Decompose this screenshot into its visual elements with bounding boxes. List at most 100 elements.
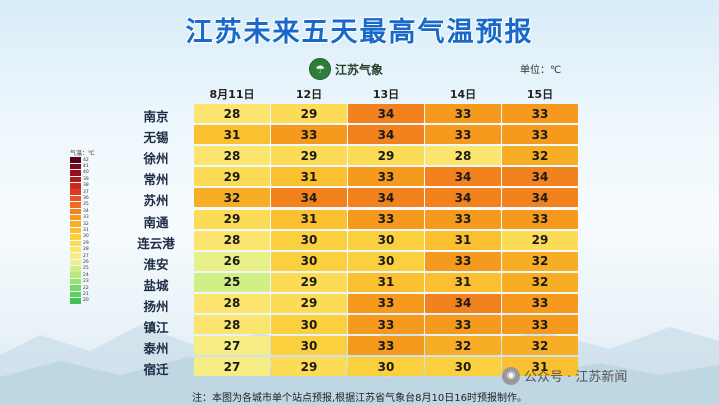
legend-item: 42 bbox=[70, 157, 100, 163]
logo: ☂ 江苏气象 bbox=[309, 58, 383, 80]
legend-label: 27 bbox=[83, 253, 89, 259]
temp-cell: 32 bbox=[425, 336, 501, 356]
legend-item: 38 bbox=[70, 183, 100, 189]
temp-cell: 34 bbox=[348, 104, 424, 123]
legend-label: 38 bbox=[83, 183, 89, 189]
legend-item: 28 bbox=[70, 246, 100, 253]
color-legend: 气温：℃ 42 41 40 39 38 37 36 35 34 33 32 31 30 29 28 27 26 2… bbox=[70, 148, 100, 304]
legend-item: 26 bbox=[70, 259, 100, 266]
temp-cell: 29 bbox=[271, 104, 347, 123]
temp-cell: 28 bbox=[194, 315, 270, 334]
temp-cell: 31 bbox=[194, 125, 270, 145]
legend-item: 22 bbox=[70, 285, 100, 291]
legend-item: 35 bbox=[70, 202, 100, 208]
legend-item: 20 bbox=[70, 298, 100, 304]
temp-cell: 34 bbox=[271, 188, 347, 208]
legend-item: 39 bbox=[70, 176, 100, 183]
temp-cell: 34 bbox=[348, 188, 424, 208]
temp-cell: 33 bbox=[502, 293, 578, 313]
temp-cell: 33 bbox=[502, 125, 578, 145]
city-label: 常州 bbox=[143, 172, 169, 188]
wechat-icon: ◉ bbox=[502, 366, 520, 385]
temp-cell: 33 bbox=[502, 315, 578, 334]
temp-cell: 33 bbox=[348, 293, 424, 313]
legend-label: 31 bbox=[83, 227, 89, 233]
legend-swatch bbox=[70, 234, 81, 240]
legend-swatch bbox=[70, 259, 81, 266]
temp-cell: 30 bbox=[348, 251, 424, 271]
logo-text: 江苏气象 bbox=[335, 62, 384, 77]
temp-cell: 29 bbox=[194, 167, 270, 187]
temp-cell: 33 bbox=[271, 125, 347, 145]
date-header: 15日 bbox=[526, 88, 554, 101]
legend-label: 26 bbox=[83, 259, 89, 265]
temp-cell: 31 bbox=[271, 209, 347, 229]
legend-swatch bbox=[70, 195, 81, 202]
legend-swatch bbox=[70, 253, 81, 259]
legend-item: 25 bbox=[70, 266, 100, 272]
temp-cell: 31 bbox=[502, 357, 578, 377]
temp-cell: 33 bbox=[348, 209, 424, 229]
legend-item: 23 bbox=[70, 278, 100, 285]
temp-cell: 29 bbox=[271, 146, 347, 166]
temp-cell: 33 bbox=[502, 209, 578, 229]
temp-cell: 34 bbox=[502, 188, 578, 208]
legend-swatch bbox=[70, 278, 81, 285]
city-label: 无锡 bbox=[143, 130, 169, 146]
temp-cell: 29 bbox=[271, 357, 347, 377]
legend-item: 41 bbox=[70, 163, 100, 170]
legend-label: 42 bbox=[83, 157, 89, 163]
legend-label: 37 bbox=[83, 189, 89, 195]
temp-cell: 28 bbox=[194, 104, 270, 123]
legend-title: 气温：℃ bbox=[70, 150, 95, 157]
legend-swatch bbox=[70, 298, 81, 304]
unit-label: 单位：℃ bbox=[520, 65, 562, 76]
temp-cell: 32 bbox=[502, 272, 578, 292]
temp-cell: 28 bbox=[194, 146, 270, 166]
temp-cell: 30 bbox=[271, 251, 347, 271]
city-label: 盐城 bbox=[143, 277, 169, 293]
temp-cell: 33 bbox=[425, 104, 501, 123]
temp-cell: 33 bbox=[348, 315, 424, 334]
temp-cell: 29 bbox=[271, 272, 347, 292]
legend-swatch bbox=[70, 183, 81, 189]
city-label: 徐州 bbox=[143, 151, 169, 167]
legend-item: 29 bbox=[70, 240, 100, 247]
legend-label: 23 bbox=[83, 279, 89, 285]
legend-label: 39 bbox=[83, 176, 89, 182]
legend-swatch bbox=[70, 202, 81, 208]
temp-cell: 30 bbox=[271, 336, 347, 356]
watermark-text: 公众号 · 江苏新闻 bbox=[524, 370, 628, 385]
temp-cell: 32 bbox=[502, 146, 578, 166]
temp-cell: 30 bbox=[425, 357, 501, 377]
legend-label: 40 bbox=[83, 170, 89, 176]
date-header: 14日 bbox=[449, 88, 477, 101]
temp-cell: 25 bbox=[194, 272, 270, 292]
city-label: 淮安 bbox=[143, 256, 169, 272]
legend-item: 37 bbox=[70, 189, 100, 195]
city-label: 南京 bbox=[143, 109, 169, 124]
legend-item: 33 bbox=[70, 214, 100, 221]
temp-cell: 33 bbox=[502, 104, 578, 123]
temp-cell: 33 bbox=[348, 336, 424, 356]
legend-swatch bbox=[70, 227, 81, 234]
legend-label: 24 bbox=[83, 272, 89, 278]
temp-cell: 29 bbox=[502, 230, 578, 250]
temp-cell: 31 bbox=[271, 167, 347, 187]
legend-label: 30 bbox=[83, 234, 89, 240]
legend-swatch bbox=[70, 163, 81, 170]
legend-swatch bbox=[70, 285, 81, 291]
city-label: 镇江 bbox=[143, 320, 169, 335]
legend-item: 36 bbox=[70, 195, 100, 202]
legend-item: 21 bbox=[70, 291, 100, 298]
legend-label: 41 bbox=[83, 164, 89, 170]
temp-cell: 34 bbox=[502, 167, 578, 187]
footnote: 注：本图为各城市单个站点预报,根据江苏省气象台8月10日16时预报制作。 bbox=[192, 393, 527, 404]
temp-cell: 27 bbox=[194, 357, 270, 377]
weather-logo-icon: ☂ bbox=[309, 58, 331, 80]
legend-item: 34 bbox=[70, 208, 100, 215]
temp-cell: 33 bbox=[425, 125, 501, 145]
legend-item: 40 bbox=[70, 170, 100, 176]
temp-cell: 28 bbox=[194, 230, 270, 250]
temp-cell: 34 bbox=[348, 125, 424, 145]
